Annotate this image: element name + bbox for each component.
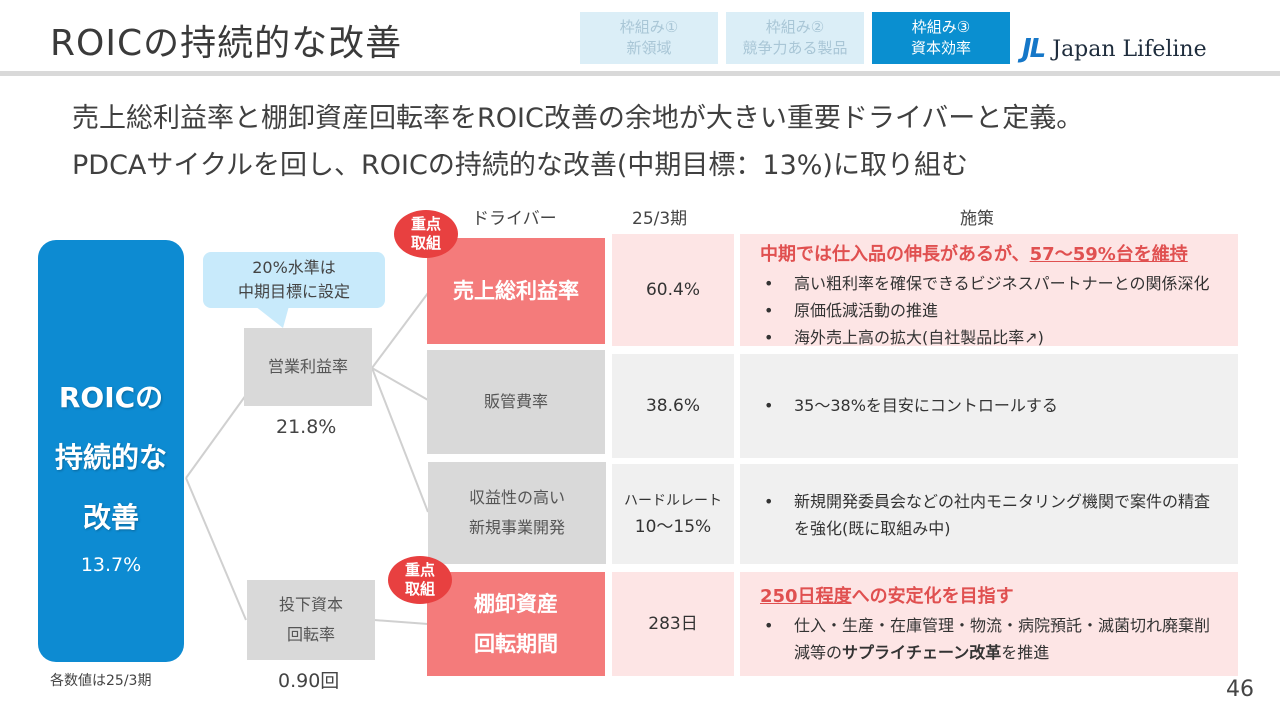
list-item: 海外売上高の拡大(自社製品比率↗): [764, 324, 1218, 351]
tab-framework-1[interactable]: 枠組み① 新領域: [580, 12, 718, 64]
connector-op-gross: [371, 292, 429, 369]
tab-framework-3[interactable]: 枠組み③ 資本効率: [872, 12, 1010, 64]
callout-line-1: 20%水準は: [252, 258, 336, 277]
invested-capital-label-2: 回転率: [286, 625, 335, 644]
driver-new-business-label-2: 新規事業開発: [468, 518, 565, 537]
callout-pointer: [255, 306, 289, 328]
connector-op-newbiz: [371, 367, 429, 513]
tab-framework-3-line1: 枠組み③: [911, 18, 971, 36]
measures-inventory-period: 250日程度への安定化を目指す 仕入・生産・在庫管理・物流・病院預託・滅菌切れ廃…: [740, 572, 1238, 676]
focus-badge-line1: 重点: [404, 561, 435, 579]
measures-gross-margin-list: 高い粗利率を確保できるビジネスパートナーとの関係深化 原価低減活動の推進 海外売…: [760, 270, 1218, 351]
connector-roic-operating: [185, 394, 247, 479]
headline-text: 中期では仕入品の伸長があるが、: [760, 244, 1030, 265]
operating-margin-label: 営業利益率: [267, 357, 348, 376]
invested-capital-value: 0.90回: [278, 670, 340, 692]
focus-badge-line1: 重点: [410, 215, 441, 233]
hurdle-rate-label: ハードルレート: [624, 493, 722, 509]
driver-new-business-label-1: 収益性の高い: [468, 488, 565, 507]
list-item: 新規開発委員会などの社内モニタリング機関で案件の精査を強化(既に取組み中): [764, 488, 1218, 542]
focus-badge-inventory: 重点 取組: [388, 556, 452, 604]
invested-capital-box: 投下資本 回転率: [247, 580, 375, 660]
tab-framework-2[interactable]: 枠組み② 競争力ある製品: [726, 12, 864, 64]
value-sga-ratio: 38.6%: [612, 354, 734, 458]
focus-badge-line2: 取組: [410, 234, 441, 252]
driver-gross-margin: 売上総利益率: [427, 238, 605, 344]
focus-badge-gross-margin: 重点 取組: [394, 210, 458, 258]
bullet-emphasis: サプライチェーン改革: [842, 643, 1002, 662]
focus-badge-line2: 取組: [404, 580, 435, 598]
invested-capital-label-1: 投下資本: [278, 595, 343, 614]
roic-pillar: ROICの 持続的な 改善 13.7%: [38, 240, 184, 662]
target-callout: 20%水準は 中期目標に設定: [203, 252, 385, 308]
measures-inventory-headline: 250日程度への安定化を目指す: [760, 582, 1218, 608]
roic-label-2: 持続的な: [54, 441, 167, 474]
hurdle-rate-value: 10～15%: [634, 517, 712, 537]
connector-roic-capital: [185, 477, 247, 621]
tab-framework-3-line2: 資本効率: [910, 39, 971, 57]
footnote: 各数値は25/3期: [50, 673, 152, 689]
roic-label-1: ROICの: [58, 381, 164, 414]
lead-line-2: PDCAサイクルを回し、ROICの持続的な改善(中期目標：13%)に取り組む: [72, 150, 968, 181]
operating-margin-value: 21.8%: [276, 416, 337, 438]
driver-inventory-label-1: 棚卸資産: [474, 592, 558, 616]
header-divider: [0, 71, 1280, 76]
list-item: 仕入・生産・在庫管理・物流・病院預託・滅菌切れ廃棄削減等のサプライチェーン改革を…: [764, 612, 1218, 666]
list-item: 35～38%を目安にコントロールする: [764, 392, 1218, 419]
page-title: ROICの持続的な改善: [50, 23, 403, 64]
value-gross-margin: 60.4%: [612, 234, 734, 346]
bullet-text-end: を推進: [1001, 643, 1050, 662]
measures-sga-list: 35～38%を目安にコントロールする: [760, 392, 1218, 419]
lead-line-1: 売上総利益率と棚卸資産回転率をROIC改善の余地が大きい重要ドライバーと定義。: [72, 103, 1084, 134]
column-header-measures: 施策: [960, 209, 994, 229]
list-item: 原価低減活動の推進: [764, 297, 1218, 324]
value-inventory-period: 283日: [612, 572, 734, 676]
driver-inventory-period: 棚卸資産 回転期間: [427, 572, 605, 676]
connector-capital-inventory: [373, 619, 429, 625]
column-header-period: 25/3期: [632, 209, 688, 229]
driver-sga-ratio-label: 販管費率: [483, 392, 548, 411]
callout-line-2: 中期目標に設定: [237, 282, 350, 301]
company-logo: JL Japan Lifeline: [1022, 34, 1207, 64]
measures-inventory-list: 仕入・生産・在庫管理・物流・病院預託・滅菌切れ廃棄削減等のサプライチェーン改革を…: [760, 612, 1218, 666]
driver-inventory-label-2: 回転期間: [474, 632, 558, 656]
roic-value: 13.7%: [80, 554, 142, 576]
tab-framework-1-line2: 新領域: [626, 39, 672, 57]
headline-text: への安定化を目指す: [851, 586, 1014, 607]
headline-emphasis: 250日程度: [760, 586, 852, 607]
measures-gross-margin: 中期では仕入品の伸長があるが、57～59%台を維持 高い粗利率を確保できるビジネ…: [740, 234, 1238, 351]
connector-op-sga: [371, 367, 429, 401]
tab-framework-2-line2: 競争力ある製品: [742, 39, 848, 57]
driver-sga-ratio: 販管費率: [427, 350, 605, 454]
tab-framework-2-line1: 枠組み②: [765, 18, 825, 36]
column-header-driver: ドライバー: [472, 209, 557, 229]
operating-margin-box: 営業利益率: [244, 328, 372, 406]
driver-gross-margin-label: 売上総利益率: [453, 279, 579, 303]
list-item: 高い粗利率を確保できるビジネスパートナーとの関係深化: [764, 270, 1218, 297]
logo-mark: JL: [1022, 34, 1046, 64]
page-number: 46: [1226, 677, 1254, 702]
measures-new-business-list: 新規開発委員会などの社内モニタリング機関で案件の精査を強化(既に取組み中): [760, 488, 1218, 542]
headline-emphasis: 57～59%台を維持: [1029, 244, 1188, 265]
measures-new-business: 新規開発委員会などの社内モニタリング機関で案件の精査を強化(既に取組み中): [740, 464, 1238, 564]
measures-sga-ratio: 35～38%を目安にコントロールする: [740, 354, 1238, 458]
roic-label-3: 改善: [82, 501, 139, 534]
logo-name: Japan Lifeline: [1052, 36, 1207, 62]
tab-framework-1-line1: 枠組み①: [619, 18, 679, 36]
value-new-business: ハードルレート 10～15%: [612, 464, 734, 564]
measures-gross-margin-headline: 中期では仕入品の伸長があるが、57～59%台を維持: [760, 240, 1218, 266]
bullet-text: 仕入・生産・在庫管理・物流・病院預託・滅菌切れ廃棄削減等の: [794, 616, 1211, 662]
driver-new-business: 収益性の高い 新規事業開発: [428, 462, 606, 564]
